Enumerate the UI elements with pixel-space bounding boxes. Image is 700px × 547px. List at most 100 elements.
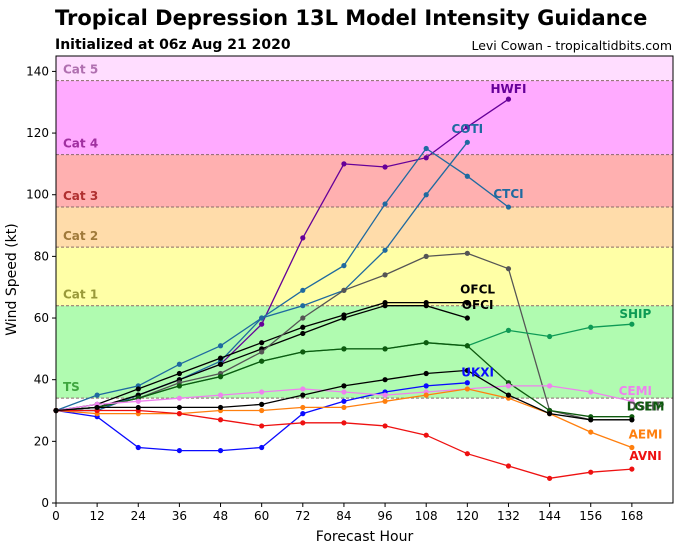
series-point-ctci xyxy=(300,287,306,293)
x-tick-label: 132 xyxy=(497,509,520,523)
series-point-ctci xyxy=(94,392,100,398)
series-point-avni xyxy=(629,466,635,472)
chart-subtitle: Initialized at 06z Aug 21 2020 xyxy=(55,37,291,53)
series-point-dshp xyxy=(505,266,512,272)
x-tick-label: 84 xyxy=(336,509,351,523)
series-label-avni: AVNI xyxy=(629,449,661,463)
series-point-avni xyxy=(588,469,594,475)
series-point-ofcl xyxy=(259,340,265,346)
band-cat-1 xyxy=(56,247,673,306)
series-label-coti: COTI xyxy=(451,122,483,136)
series-point-cemi xyxy=(588,389,594,395)
x-tick-label: 0 xyxy=(52,509,60,523)
series-point-lgem xyxy=(341,346,347,352)
band-label-cat-5: Cat 5 xyxy=(63,63,98,77)
series-label-ukxi: UKXI xyxy=(461,366,494,380)
band-ts xyxy=(56,305,673,399)
series-point-aemi xyxy=(423,392,429,398)
band-cat-3 xyxy=(56,154,673,208)
series-point-aemi xyxy=(588,429,594,435)
series-point-hwfi xyxy=(505,96,512,102)
series-point-aemi xyxy=(300,404,306,411)
series-point-ofci xyxy=(464,315,470,321)
series-point-unlabeled-12 xyxy=(464,367,470,374)
series-point-ship xyxy=(547,333,553,340)
series-point-unlabeled-12 xyxy=(629,417,635,423)
series-point-ukxi xyxy=(341,398,347,404)
series-point-cemi xyxy=(341,389,347,395)
series-point-cemi xyxy=(547,383,553,389)
series-point-aemi xyxy=(382,398,388,404)
x-tick-label: 48 xyxy=(213,509,228,523)
series-point-coti xyxy=(300,303,306,309)
series-point-cemi xyxy=(217,392,224,398)
series-label-aemi: AEMI xyxy=(629,427,663,441)
series-point-aemi xyxy=(629,444,635,451)
series-point-lgem xyxy=(464,343,470,349)
series-point-ofci xyxy=(217,361,224,367)
series-point-ctci xyxy=(423,145,429,152)
series-point-ofcl xyxy=(135,386,141,392)
series-point-ofcl xyxy=(176,370,182,377)
series-point-hwfi xyxy=(423,155,429,161)
series-point-ctci xyxy=(464,173,470,179)
series-point-dshp xyxy=(382,272,388,278)
band-label-cat-3: Cat 3 xyxy=(63,189,98,203)
y-tick-label: 100 xyxy=(26,188,49,202)
series-point-ukxi xyxy=(176,447,182,454)
series-point-ukxi xyxy=(300,411,306,417)
x-axis-label: Forecast Hour xyxy=(316,529,414,545)
series-point-hwfi xyxy=(382,164,388,170)
series-point-hwfi xyxy=(259,321,265,327)
series-point-ctci xyxy=(176,361,182,367)
series-point-cemi xyxy=(505,383,512,389)
series-point-unlabeled-12 xyxy=(259,401,265,407)
series-point-aemi xyxy=(259,407,265,414)
series-point-cemi xyxy=(259,389,265,395)
x-tick-label: 96 xyxy=(377,509,392,523)
series-point-cemi xyxy=(135,398,141,404)
series-point-lgem xyxy=(217,374,224,380)
series-point-avni xyxy=(341,420,347,426)
band-label-cat-4: Cat 4 xyxy=(63,137,98,151)
series-point-ship xyxy=(629,321,635,327)
y-tick-label: 140 xyxy=(26,64,49,78)
series-point-unlabeled-12 xyxy=(217,404,224,411)
y-tick-label: 60 xyxy=(34,311,49,325)
series-point-ofcl xyxy=(300,324,306,330)
series-point-dshp xyxy=(300,315,306,321)
series-point-ctci xyxy=(217,343,224,349)
series-point-cemi xyxy=(300,386,306,392)
series-line-ctci xyxy=(55,147,509,412)
x-tick-label: 12 xyxy=(89,509,104,523)
series-point-hwfi xyxy=(300,235,306,241)
plot-frame xyxy=(55,55,674,504)
series-point-ukxi xyxy=(464,380,470,386)
y-tick-label: 20 xyxy=(34,434,49,448)
band-label-cat-2: Cat 2 xyxy=(63,229,98,243)
series-point-unlabeled-12 xyxy=(382,377,388,383)
series-point-ctci xyxy=(259,315,265,321)
x-tick-label: 108 xyxy=(415,509,438,523)
series-point-unlabeled-12 xyxy=(505,392,512,398)
series-point-avni xyxy=(464,451,470,457)
series-point-ukxi xyxy=(217,447,224,454)
series-point-ship xyxy=(505,327,512,333)
y-tick-label: 80 xyxy=(34,249,49,263)
x-tick-label: 60 xyxy=(254,509,269,523)
series-label-ship: SHIP xyxy=(619,307,651,321)
y-tick-label: 120 xyxy=(26,126,49,140)
band-label-ts: TS xyxy=(63,380,80,394)
y-tick-label: 40 xyxy=(34,373,49,387)
x-tick-label: 144 xyxy=(538,509,561,523)
series-point-avni xyxy=(217,417,224,423)
series-point-ctci xyxy=(505,204,512,210)
series-point-hwfi xyxy=(341,161,347,167)
series-point-ctci xyxy=(382,201,388,207)
series-point-ukxi xyxy=(423,383,429,389)
series-point-avni xyxy=(423,432,429,438)
series-point-unlabeled-12 xyxy=(176,404,182,411)
series-point-coti xyxy=(423,192,429,198)
series-point-avni xyxy=(176,411,182,417)
series-point-dshp xyxy=(464,250,470,256)
